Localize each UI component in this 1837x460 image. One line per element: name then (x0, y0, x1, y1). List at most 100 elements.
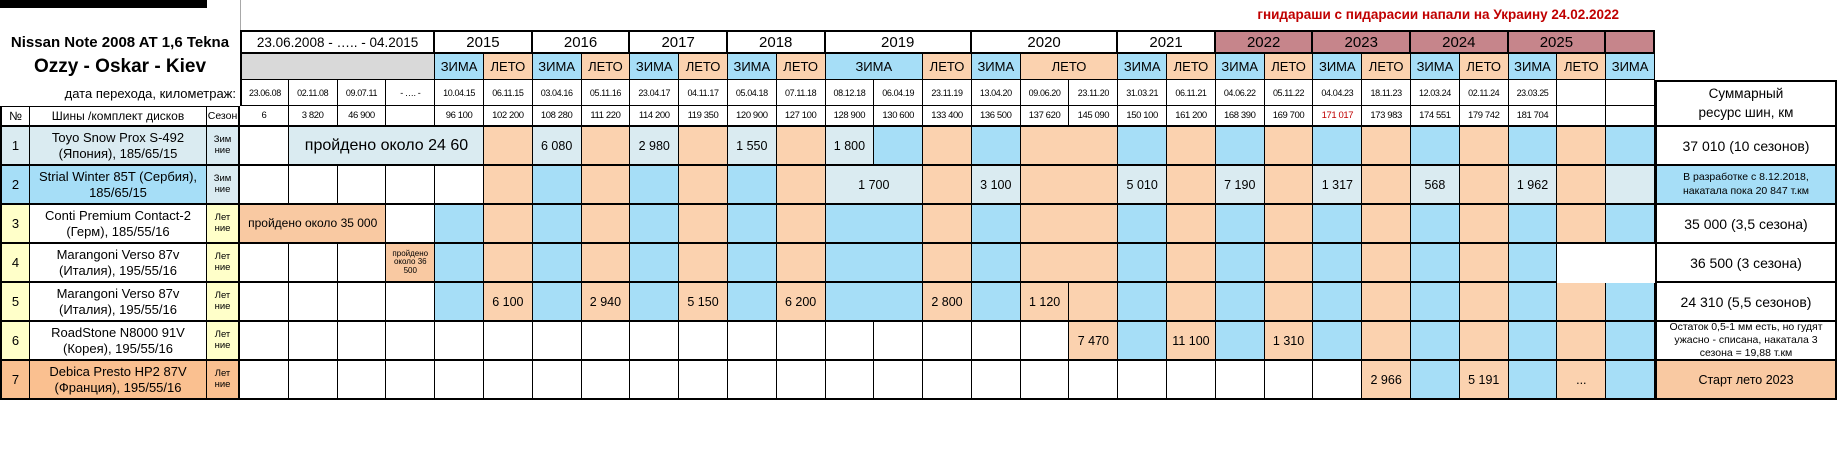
odometer-cell[interactable]: 119 350 (679, 106, 728, 127)
season-fill-cell[interactable] (1069, 361, 1119, 400)
season-fill-cell[interactable] (435, 283, 484, 322)
season-cell[interactable]: ЛЕТО (1362, 54, 1412, 80)
season-fill-cell[interactable] (435, 166, 484, 205)
season-fill-cell[interactable] (727, 244, 777, 283)
season-fill-cell[interactable] (630, 283, 680, 322)
season-fill-cell[interactable] (630, 361, 680, 400)
season-fill-cell[interactable] (1167, 166, 1216, 205)
year-cell[interactable]: 2018 (727, 30, 826, 54)
date-cell[interactable]: 23.11.19 (923, 80, 972, 106)
date-cell[interactable]: 09.07.11 (337, 80, 387, 106)
season-fill-cell[interactable] (1508, 283, 1558, 322)
season-cell[interactable]: ЗИМА (971, 54, 1021, 80)
odometer-cell[interactable]: 181 704 (1508, 106, 1558, 127)
odometer-cell[interactable]: 168 390 (1215, 106, 1265, 127)
date-cell[interactable]: 23.03.25 (1508, 80, 1558, 106)
season-fill-cell[interactable] (435, 361, 484, 400)
season-cell[interactable]: ЛЕТО (1020, 54, 1119, 80)
tire-name[interactable]: Debica Presto HP2 87V (Франция), 195/55/… (30, 361, 207, 400)
odometer-cell[interactable] (1557, 106, 1607, 127)
season-cell[interactable]: ЗИМА (435, 54, 484, 80)
season-fill-cell[interactable] (1264, 361, 1314, 400)
season-fill-cell[interactable] (1264, 166, 1314, 205)
mileage-cell[interactable]: 5 191 (1459, 361, 1509, 400)
season-fill-cell[interactable] (679, 166, 728, 205)
season-cell[interactable]: ЛЕТО (1167, 54, 1216, 80)
date-cell[interactable]: 06.04.19 (874, 80, 924, 106)
year-cell[interactable]: 2025 (1508, 30, 1607, 54)
season-fill-cell[interactable] (337, 322, 387, 361)
season-fill-cell[interactable] (923, 244, 972, 283)
season-fill-cell[interactable] (288, 244, 338, 283)
odometer-cell[interactable]: 128 900 (825, 106, 875, 127)
season-fill-cell[interactable] (1362, 244, 1412, 283)
season-fill-cell[interactable] (581, 244, 631, 283)
season-fill-cell[interactable] (727, 283, 777, 322)
season-fill-cell[interactable] (1606, 205, 1655, 244)
season-fill-cell[interactable] (630, 166, 680, 205)
season-fill-cell[interactable] (581, 166, 631, 205)
date-cell[interactable]: 04.04.23 (1313, 80, 1363, 106)
mileage-cell[interactable]: 7 190 (1215, 166, 1265, 205)
season-fill-cell[interactable] (288, 166, 338, 205)
season-fill-cell[interactable] (1167, 361, 1216, 400)
date-cell[interactable]: 05.11.22 (1264, 80, 1314, 106)
date-cell[interactable]: 06.11.15 (483, 80, 533, 106)
tire-name[interactable]: RoadStone N8000 91V (Корея), 195/55/16 (30, 322, 207, 361)
season-fill-cell[interactable] (581, 361, 631, 400)
date-cell[interactable]: 05.11.16 (581, 80, 631, 106)
tire-season[interactable]: Зим ние (207, 127, 240, 166)
mileage-cell[interactable]: 6 200 (776, 283, 826, 322)
season-fill-cell[interactable] (727, 361, 777, 400)
season-fill-cell[interactable] (971, 127, 1021, 166)
season-cell[interactable]: ЛЕТО (923, 54, 972, 80)
season-fill-cell[interactable] (1215, 361, 1265, 400)
date-cell[interactable] (1606, 80, 1655, 106)
year-cell[interactable]: 2017 (630, 30, 728, 54)
year-cell[interactable]: 2019 (825, 30, 972, 54)
season-fill-cell[interactable] (874, 361, 924, 400)
season-fill-cell[interactable] (483, 166, 533, 205)
year-cell[interactable]: 2021 (1118, 30, 1216, 54)
season-fill-cell[interactable] (679, 361, 728, 400)
season-fill-cell[interactable] (1362, 283, 1412, 322)
season-fill-cell[interactable] (776, 205, 826, 244)
date-cell[interactable]: 04.06.22 (1215, 80, 1265, 106)
mileage-cell[interactable]: 2 800 (923, 283, 972, 322)
tire-summary[interactable]: 36 500 (3 сезона) (1654, 244, 1837, 283)
tire-number[interactable]: 5 (0, 283, 30, 322)
date-cell[interactable]: 03.04.16 (532, 80, 582, 106)
mileage-cell[interactable]: 1 800 (825, 127, 875, 166)
mileage-cell[interactable]: пройдено около 24 60 (288, 127, 484, 166)
season-fill-cell[interactable] (1411, 283, 1460, 322)
year-cell[interactable]: 2022 (1215, 30, 1314, 54)
season-cell[interactable]: ЗИМА (825, 54, 924, 80)
season-fill-cell[interactable] (1167, 205, 1216, 244)
year-cell[interactable]: 2015 (435, 30, 533, 54)
mileage-cell[interactable]: 1 700 (825, 166, 924, 205)
season-fill-cell[interactable] (288, 283, 338, 322)
season-fill-cell[interactable] (1313, 322, 1363, 361)
season-fill-cell[interactable] (727, 166, 777, 205)
season-fill-cell[interactable] (1215, 322, 1265, 361)
season-fill-cell[interactable] (337, 166, 387, 205)
mileage-cell[interactable]: 1 120 (1020, 283, 1070, 322)
season-fill-cell[interactable] (532, 205, 582, 244)
season-cell[interactable]: ЛЕТО (581, 54, 631, 80)
mileage-cell[interactable]: 11 100 (1167, 322, 1216, 361)
season-fill-cell[interactable] (923, 205, 972, 244)
tire-number[interactable]: 1 (0, 127, 30, 166)
season-fill-cell[interactable] (1459, 283, 1509, 322)
odometer-cell[interactable]: 114 200 (630, 106, 680, 127)
season-cell[interactable]: ЗИМА (1215, 54, 1265, 80)
season-fill-cell[interactable] (776, 127, 826, 166)
season-fill-cell[interactable] (679, 127, 728, 166)
season-fill-cell[interactable] (923, 361, 972, 400)
season-cell[interactable]: ЛЕТО (776, 54, 826, 80)
season-fill-cell[interactable] (971, 322, 1021, 361)
odometer-cell[interactable]: 102 200 (483, 106, 533, 127)
season-fill-cell[interactable] (1118, 127, 1168, 166)
mileage-cell[interactable]: пройдено около 36 500 (386, 244, 436, 283)
odometer-cell[interactable]: 169 700 (1264, 106, 1314, 127)
mileage-cell[interactable]: 2 940 (581, 283, 631, 322)
